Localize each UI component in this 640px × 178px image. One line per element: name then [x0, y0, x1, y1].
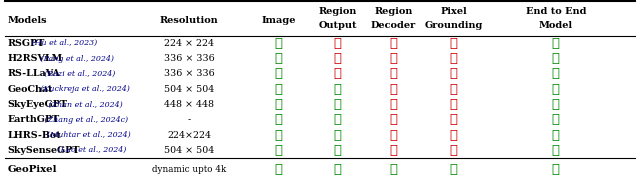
Text: ✓: ✓: [552, 163, 560, 176]
Text: ✗: ✗: [450, 37, 458, 50]
Text: Region: Region: [319, 7, 357, 16]
Text: ✓: ✓: [275, 129, 283, 142]
Text: GeoChat: GeoChat: [8, 85, 53, 94]
Text: 336 × 336: 336 × 336: [164, 69, 215, 78]
Text: ✓: ✓: [334, 113, 342, 126]
Text: ✓: ✓: [552, 144, 560, 157]
Text: 224×224: 224×224: [168, 130, 211, 140]
Text: ✗: ✗: [389, 113, 397, 126]
Text: ✓: ✓: [334, 129, 342, 142]
Text: ✓: ✓: [552, 98, 560, 111]
Text: ✗: ✗: [389, 83, 397, 96]
Text: ✓: ✓: [552, 83, 560, 96]
Text: ✓: ✓: [552, 113, 560, 126]
Text: Decoder: Decoder: [371, 21, 416, 30]
Text: ✗: ✗: [334, 37, 342, 50]
Text: ✓: ✓: [552, 129, 560, 142]
Text: ✗: ✗: [334, 67, 342, 80]
Text: H2RSVLM: H2RSVLM: [8, 54, 63, 63]
Text: ✓: ✓: [275, 67, 283, 80]
Text: ✗: ✗: [389, 144, 397, 157]
Text: 504 × 504: 504 × 504: [164, 85, 214, 94]
Text: Output: Output: [319, 21, 357, 30]
Text: ✗: ✗: [389, 98, 397, 111]
Text: RSGPT: RSGPT: [8, 39, 45, 48]
Text: Models: Models: [8, 16, 47, 25]
Text: Grounding: Grounding: [424, 21, 483, 30]
Text: ✓: ✓: [450, 163, 458, 176]
Text: ✗: ✗: [334, 52, 342, 65]
Text: RS-LLaVA: RS-LLaVA: [8, 69, 61, 78]
Text: ✓: ✓: [334, 163, 342, 176]
Text: ✗: ✗: [450, 67, 458, 80]
Text: SkySenseGPT: SkySenseGPT: [8, 146, 80, 155]
Text: ✓: ✓: [275, 83, 283, 96]
Text: ✗: ✗: [389, 37, 397, 50]
Text: ✗: ✗: [450, 144, 458, 157]
Text: (Hu et al., 2023): (Hu et al., 2023): [29, 39, 97, 47]
Text: ✓: ✓: [275, 163, 283, 176]
Text: ✗: ✗: [450, 52, 458, 65]
Text: ✓: ✓: [275, 37, 283, 50]
Text: (Zhan et al., 2024): (Zhan et al., 2024): [46, 100, 123, 108]
Text: ✗: ✗: [450, 129, 458, 142]
Text: 504 × 504: 504 × 504: [164, 146, 214, 155]
Text: SkyEyeGPT: SkyEyeGPT: [8, 100, 68, 109]
Text: Pixel: Pixel: [440, 7, 467, 16]
Text: ✓: ✓: [334, 98, 342, 111]
Text: ✓: ✓: [275, 144, 283, 157]
Text: LHRS-Bot: LHRS-Bot: [8, 130, 61, 140]
Text: (Zhang et al., 2024c): (Zhang et al., 2024c): [42, 116, 128, 124]
Text: ✓: ✓: [552, 37, 560, 50]
Text: 336 × 336: 336 × 336: [164, 54, 215, 63]
Text: (Muhtar et al., 2024): (Muhtar et al., 2024): [42, 131, 131, 139]
Text: End to End: End to End: [525, 7, 586, 16]
Text: EarthGPT: EarthGPT: [8, 115, 60, 124]
Text: GeoPixel: GeoPixel: [8, 165, 57, 174]
Text: Model: Model: [539, 21, 573, 30]
Text: ✗: ✗: [450, 113, 458, 126]
Text: ✓: ✓: [275, 113, 283, 126]
Text: Region: Region: [374, 7, 412, 16]
Text: (Luo et al., 2024): (Luo et al., 2024): [55, 146, 126, 154]
Text: 224 × 224: 224 × 224: [164, 39, 214, 48]
Text: (Kuckreja et al., 2024): (Kuckreja et al., 2024): [38, 85, 129, 93]
Text: 448 × 448: 448 × 448: [164, 100, 214, 109]
Text: ✓: ✓: [552, 67, 560, 80]
Text: ✓: ✓: [275, 98, 283, 111]
Text: Resolution: Resolution: [160, 16, 219, 25]
Text: ✓: ✓: [389, 163, 397, 176]
Text: ✗: ✗: [450, 83, 458, 96]
Text: ✗: ✗: [389, 67, 397, 80]
Text: ✓: ✓: [552, 52, 560, 65]
Text: ✓: ✓: [334, 144, 342, 157]
Text: ✗: ✗: [389, 129, 397, 142]
Text: dynamic upto 4k: dynamic upto 4k: [152, 165, 227, 174]
Text: ✓: ✓: [275, 52, 283, 65]
Text: ✗: ✗: [450, 98, 458, 111]
Text: ✓: ✓: [334, 83, 342, 96]
Text: Image: Image: [261, 16, 296, 25]
Text: (Bazi et al., 2024): (Bazi et al., 2024): [42, 70, 115, 78]
Text: (Pang et al., 2024): (Pang et al., 2024): [38, 54, 114, 62]
Text: ✗: ✗: [389, 52, 397, 65]
Text: -: -: [188, 115, 191, 124]
